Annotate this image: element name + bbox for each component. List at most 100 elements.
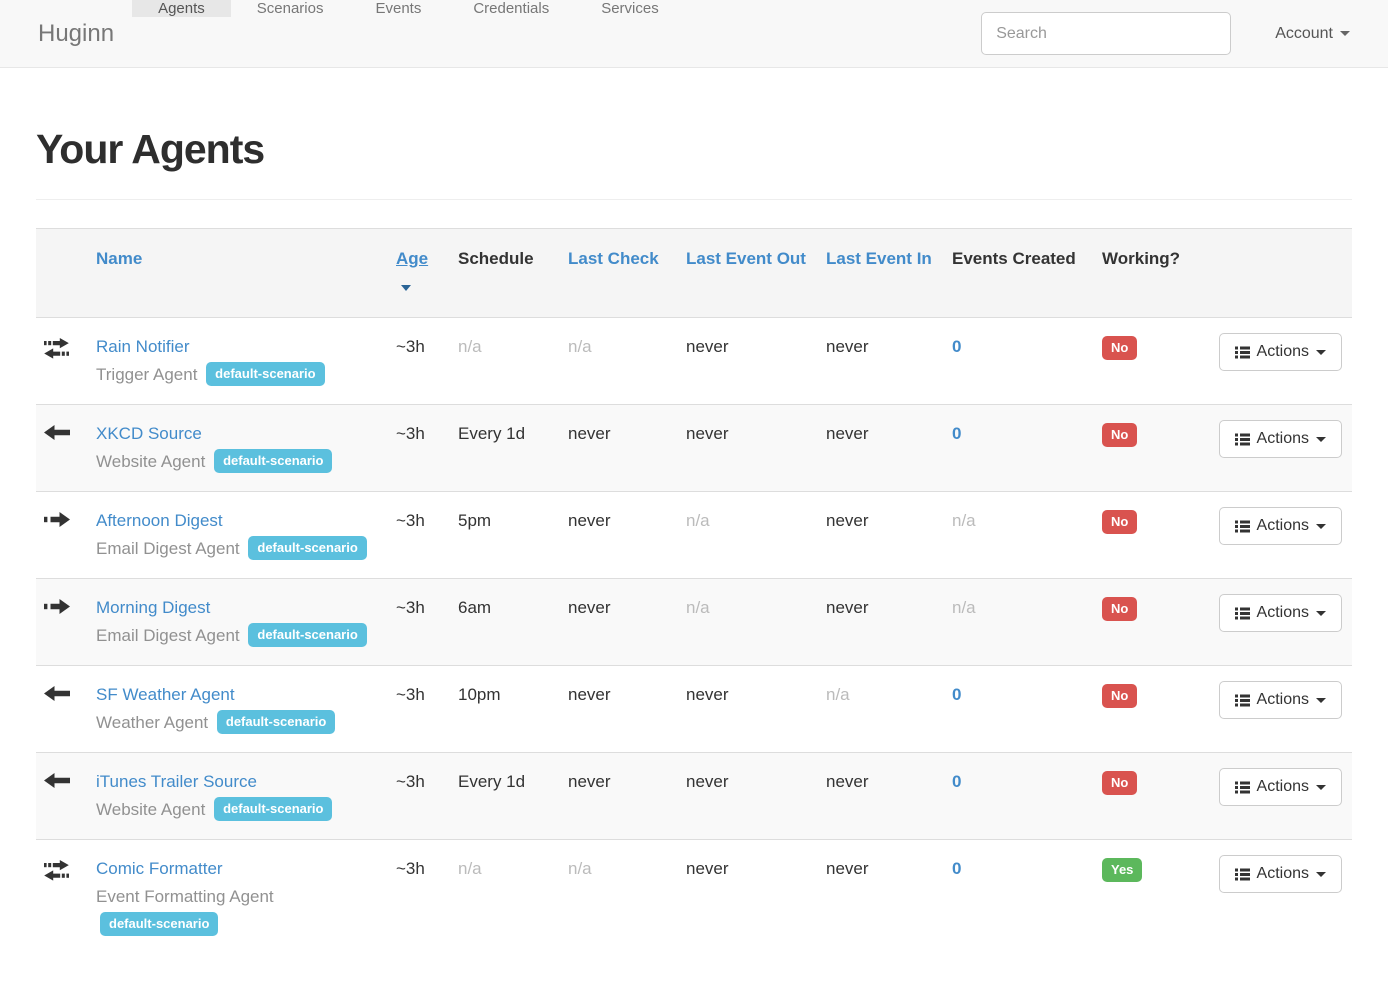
agent-row: Afternoon Digest Email Digest Agent defa… <box>36 491 1352 579</box>
agent-last-event-in: never <box>818 752 944 840</box>
header-last-event-in[interactable]: Last Event In <box>826 249 932 268</box>
actions-button[interactable]: Actions <box>1218 507 1342 545</box>
nav-item-credentials[interactable]: Credentials <box>473 0 550 17</box>
agent-row: Morning Digest Email Digest Agent defaul… <box>36 578 1352 666</box>
header-last-check[interactable]: Last Check <box>568 249 659 268</box>
agent-type-label: Email Digest Agent <box>96 539 240 558</box>
agent-name-link[interactable]: Rain Notifier <box>96 337 190 356</box>
chevron-down-icon <box>1340 31 1350 36</box>
header-last-event-out[interactable]: Last Event Out <box>686 249 806 268</box>
agent-last-event-out: never <box>678 752 818 840</box>
agent-last-event-in: n/a <box>818 665 944 753</box>
actions-button[interactable]: Actions <box>1218 594 1342 632</box>
agent-last-event-in: never <box>818 578 944 666</box>
agent-type-label: Website Agent <box>96 800 206 819</box>
actions-button[interactable]: Actions <box>1218 855 1342 893</box>
agent-schedule: Every 1d <box>450 752 560 840</box>
agent-schedule: n/a <box>450 839 560 954</box>
list-icon <box>1234 433 1250 446</box>
brand-link[interactable]: Huginn <box>38 19 115 47</box>
header-working: Working? <box>1094 228 1204 318</box>
agent-age: ~3h <box>388 839 450 954</box>
nav-item-events[interactable]: Events <box>375 0 422 17</box>
header-events-created: Events Created <box>944 228 1094 318</box>
main-nav: Agents Scenarios Events Credentials Services <box>132 0 685 67</box>
both-arrows-icon <box>44 860 80 881</box>
left-arrow-icon <box>44 686 80 701</box>
events-created-link[interactable]: 0 <box>952 337 962 356</box>
header-age-sort[interactable]: Age <box>396 249 429 268</box>
agent-last-check: never <box>560 404 678 492</box>
actions-button-label: Actions <box>1256 604 1309 621</box>
scenario-badge[interactable]: default-scenario <box>214 797 333 821</box>
agent-age: ~3h <box>388 578 450 666</box>
working-status-badge: No <box>1102 771 1138 795</box>
agent-name-link[interactable]: XKCD Source <box>96 424 202 443</box>
agent-last-event-out: never <box>678 839 818 954</box>
actions-button[interactable]: Actions <box>1218 333 1342 371</box>
agent-last-check: never <box>560 665 678 753</box>
header-row: Name Age Schedule Last Check Last Event … <box>36 228 1352 318</box>
list-icon <box>1234 346 1250 359</box>
events-created-link[interactable]: 0 <box>952 859 962 878</box>
agent-schedule: 5pm <box>450 491 560 579</box>
actions-button-label: Actions <box>1256 430 1309 447</box>
search-input[interactable] <box>981 12 1232 55</box>
actions-button-label: Actions <box>1256 343 1309 360</box>
agent-age: ~3h <box>388 404 450 492</box>
agent-age: ~3h <box>388 752 450 840</box>
agent-age: ~3h <box>388 665 450 753</box>
actions-button[interactable]: Actions <box>1218 681 1342 719</box>
agent-last-event-in: never <box>818 839 944 954</box>
working-status-badge: Yes <box>1102 858 1143 882</box>
actions-button[interactable]: Actions <box>1218 768 1342 806</box>
agent-name-link[interactable]: iTunes Trailer Source <box>96 772 257 791</box>
sort-desc-icon <box>401 284 411 291</box>
right-arrow-icon <box>44 512 80 527</box>
agent-last-check: n/a <box>560 317 678 405</box>
agent-last-check: n/a <box>560 839 678 954</box>
header-schedule: Schedule <box>450 228 560 318</box>
scenario-badge[interactable]: default-scenario <box>248 623 367 647</box>
agent-name-link[interactable]: SF Weather Agent <box>96 685 235 704</box>
agent-age: ~3h <box>388 317 450 405</box>
nav-item-services[interactable]: Services <box>601 0 659 17</box>
scenario-badge[interactable]: default-scenario <box>248 536 367 560</box>
scenario-badge[interactable]: default-scenario <box>214 449 333 473</box>
events-created-value: n/a <box>952 511 976 530</box>
scenario-badge[interactable]: default-scenario <box>206 362 325 386</box>
agent-last-event-out: never <box>678 317 818 405</box>
scenario-badge[interactable]: default-scenario <box>100 912 219 936</box>
agent-schedule: Every 1d <box>450 404 560 492</box>
agent-last-event-out: never <box>678 404 818 492</box>
agent-name-link[interactable]: Comic Formatter <box>96 859 223 878</box>
nav-item-agents[interactable]: Agents <box>132 0 231 17</box>
chevron-down-icon <box>1316 523 1326 529</box>
actions-button[interactable]: Actions <box>1218 420 1342 458</box>
agent-row: iTunes Trailer Source Website Agent defa… <box>36 752 1352 840</box>
working-status-badge: No <box>1102 336 1138 360</box>
events-created-link[interactable]: 0 <box>952 685 962 704</box>
working-status-badge: No <box>1102 684 1138 708</box>
events-created-link[interactable]: 0 <box>952 424 962 443</box>
actions-button-label: Actions <box>1256 865 1309 882</box>
agent-name-link[interactable]: Afternoon Digest <box>96 511 223 530</box>
scenario-badge[interactable]: default-scenario <box>216 710 336 734</box>
both-arrows-icon <box>44 338 80 359</box>
agent-name-link[interactable]: Morning Digest <box>96 598 211 617</box>
agent-last-event-in: never <box>818 404 944 492</box>
agents-table-body: Rain Notifier Trigger Agent default-scen… <box>36 317 1352 954</box>
events-created-link[interactable]: 0 <box>952 772 962 791</box>
agent-type-label: Website Agent <box>96 452 206 471</box>
nav-item-scenarios[interactable]: Scenarios <box>256 0 324 17</box>
actions-button-label: Actions <box>1256 691 1309 708</box>
list-icon <box>1234 520 1250 533</box>
header-name[interactable]: Name <box>96 249 143 268</box>
agent-last-event-out: never <box>678 665 818 753</box>
chevron-down-icon <box>1316 784 1326 790</box>
agent-row: SF Weather Agent Weather Agent default-s… <box>36 665 1352 753</box>
agent-type-label: Email Digest Agent <box>96 626 240 645</box>
account-menu[interactable]: Account <box>1275 25 1350 43</box>
agent-age: ~3h <box>388 491 450 579</box>
agent-last-check: never <box>560 491 678 579</box>
